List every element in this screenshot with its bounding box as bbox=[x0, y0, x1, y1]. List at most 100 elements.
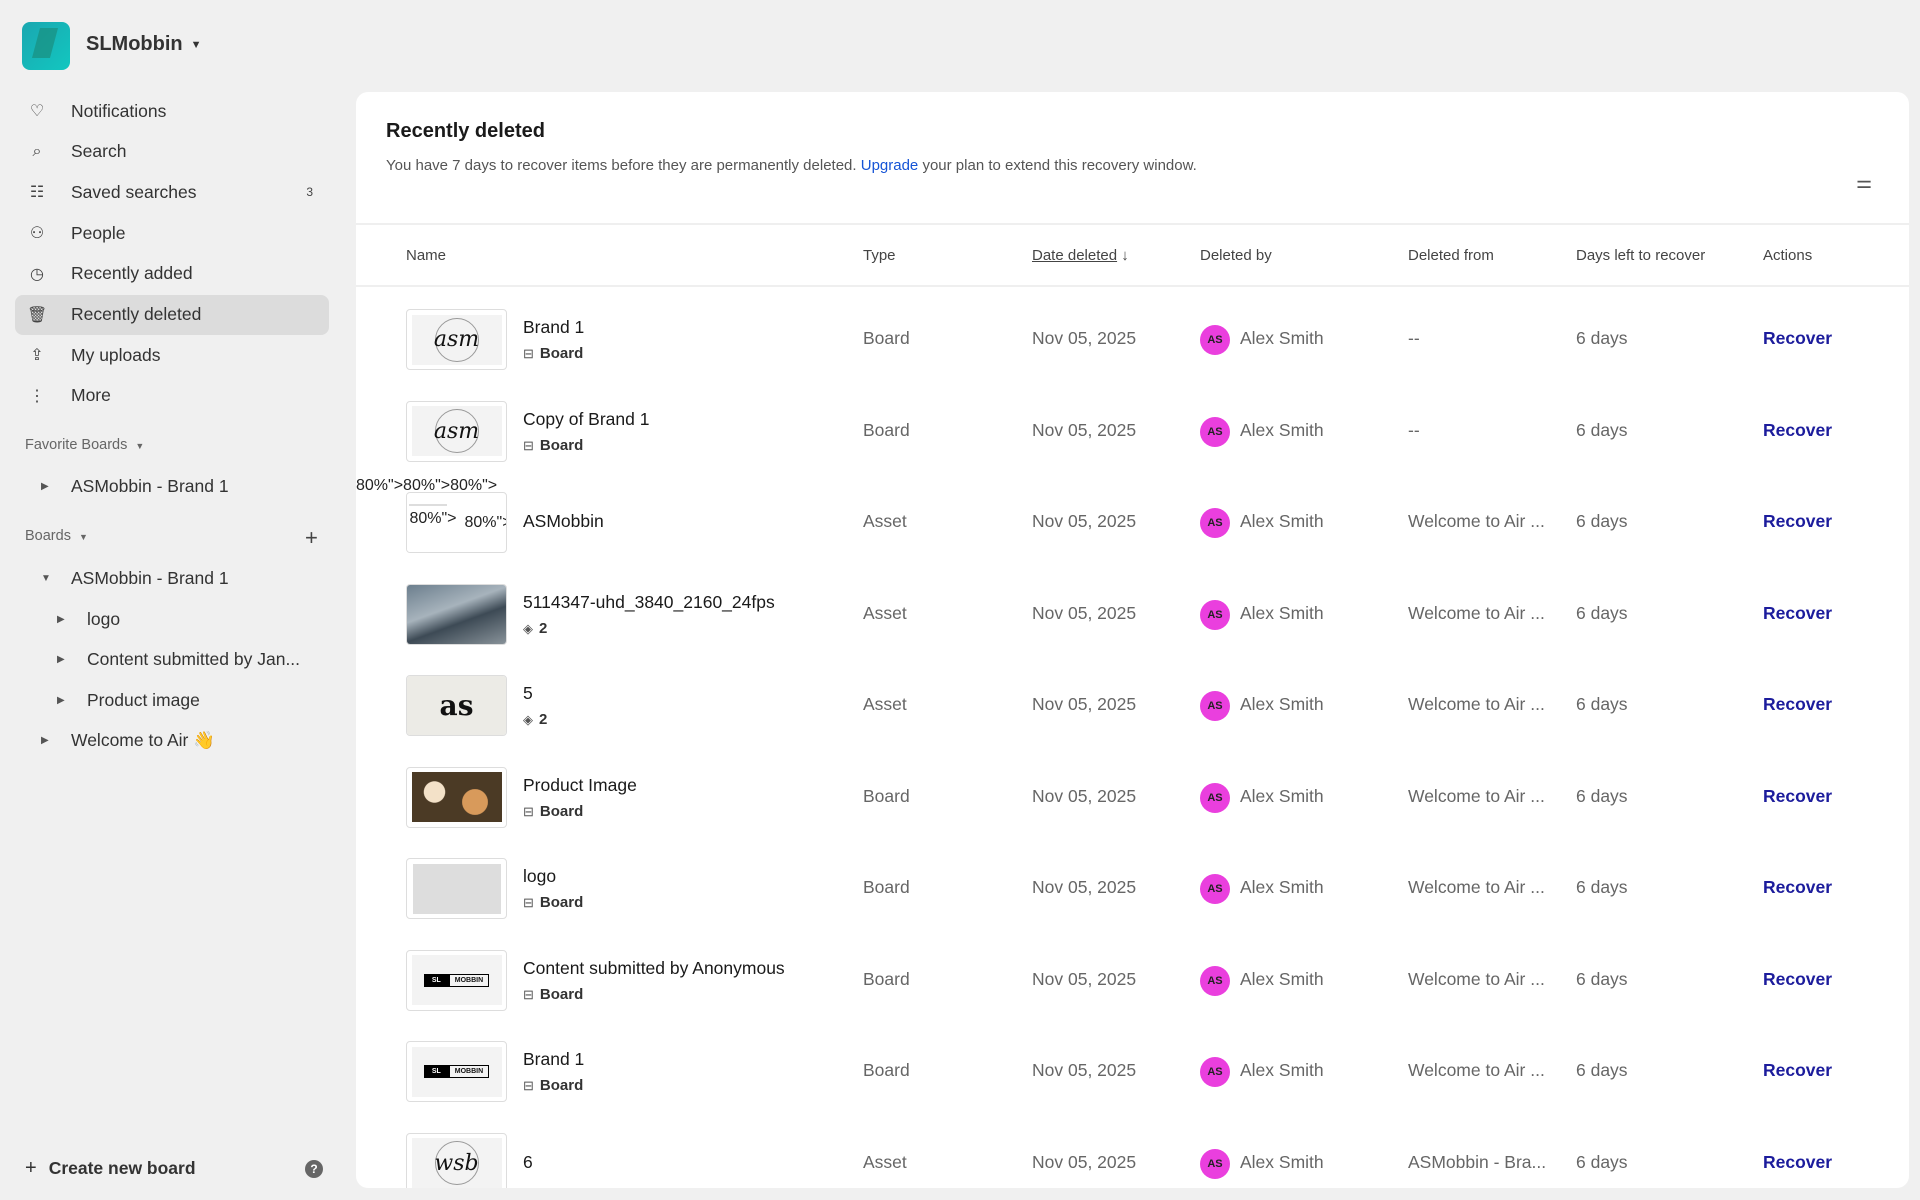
table-row[interactable]: SL MOBBIN Brand 1 ⊟ Board Board Nov 05, 20… bbox=[356, 1026, 1909, 1117]
bell-icon: ♡ bbox=[29, 103, 45, 120]
desc-text: You have 7 days to recover items before … bbox=[386, 157, 861, 174]
item-type: Asset bbox=[863, 694, 907, 714]
favorite-board-item[interactable]: ▶ ASMobbin - Brand 1 bbox=[41, 476, 229, 497]
sidebar-item-more[interactable]: ⋮ More bbox=[15, 376, 329, 416]
table-row[interactable]: 80%"> 80%"> 80%">80%">80%"> ASMobbin Asset… bbox=[356, 477, 1909, 568]
item-sub-label: Board bbox=[539, 436, 584, 454]
recover-button[interactable]: Recover bbox=[1763, 694, 1833, 714]
item-type: Asset bbox=[863, 511, 907, 531]
plus-icon: + bbox=[25, 1157, 37, 1179]
item-type: Asset bbox=[863, 1151, 907, 1172]
sidebar-item-saved-searches[interactable]: ☷ Saved searches 3 bbox=[15, 172, 329, 212]
item-name: 6 bbox=[523, 1151, 533, 1172]
column-header-date-deleted[interactable]: Date deleted ↓ bbox=[1032, 247, 1129, 264]
recover-button[interactable]: Recover bbox=[1763, 877, 1833, 897]
thumbnail: asm bbox=[406, 400, 507, 462]
page-title: Recently deleted bbox=[386, 120, 545, 142]
column-header-type: Type bbox=[863, 247, 896, 264]
recover-button[interactable]: Recover bbox=[1763, 511, 1833, 531]
sidebar-item-recently-added[interactable]: ◷ Recently added bbox=[15, 254, 329, 294]
add-board-icon[interactable]: + bbox=[305, 525, 318, 550]
deleted-from: Welcome to Air ... bbox=[1408, 877, 1545, 897]
item-name: Product Image bbox=[523, 774, 637, 795]
recover-button[interactable]: Recover bbox=[1763, 328, 1833, 348]
favorite-boards-header[interactable]: Favorite Boards ▼ bbox=[25, 437, 144, 453]
tree-label: Content submitted by Jan... bbox=[87, 649, 301, 669]
create-new-board-button[interactable]: + Create new board bbox=[25, 1157, 196, 1180]
upload-icon: ⇪ bbox=[30, 347, 44, 365]
item-sub-label: 2 bbox=[539, 619, 548, 637]
board-tree-item[interactable]: ▶ logo bbox=[57, 609, 120, 630]
deleted-from: ASMobbin - Bra... bbox=[1408, 1151, 1547, 1172]
days-left: 6 days bbox=[1576, 511, 1628, 531]
board-icon: ⊟ bbox=[523, 1078, 534, 1093]
workspace-switcher[interactable]: SLMobbin ▼ bbox=[86, 33, 202, 56]
caret-right-icon[interactable]: ▶ bbox=[57, 613, 65, 625]
table-row[interactable]: Product Image ⊟ Board Board Nov 05, 2025 … bbox=[356, 752, 1909, 843]
caret-right-icon[interactable]: ▶ bbox=[41, 735, 49, 746]
date-deleted: Nov 05, 2025 bbox=[1032, 785, 1137, 806]
table-row[interactable]: logo ⊟ Board Board Nov 05, 2025 AS Alex S… bbox=[356, 843, 1909, 934]
board-tree-item[interactable]: ▶ Content submitted by Jan... bbox=[57, 649, 300, 670]
item-name: 5114347-uhd_3840_2160_24fps bbox=[523, 591, 775, 612]
caret-right-icon[interactable]: ▶ bbox=[57, 694, 65, 706]
item-type: Board bbox=[863, 1060, 910, 1080]
caret-down-icon[interactable]: ▼ bbox=[41, 573, 51, 584]
days-left: 6 days bbox=[1576, 328, 1628, 348]
table-row[interactable]: wsb 6 Asset Nov 05, 2025 AS Alex Smith A… bbox=[356, 1118, 1909, 1188]
item-name: 5 bbox=[523, 683, 533, 703]
sidebar-item-recently-deleted[interactable]: 🗑 Recently deleted bbox=[15, 294, 329, 335]
item-name: Content submitted by Anonymous bbox=[523, 957, 785, 978]
table-row[interactable]: SL MOBBIN Content submitted by Anonymous … bbox=[356, 935, 1909, 1026]
avatar: AS bbox=[1200, 965, 1230, 996]
recover-button[interactable]: Recover bbox=[1763, 968, 1833, 989]
item-sub-label: Board bbox=[539, 985, 584, 1003]
table-row[interactable]: as 5 ◈ 2 Asset Nov 05, 2025 AS Alex Smith… bbox=[356, 660, 1909, 751]
help-icon[interactable]: ? bbox=[305, 1160, 323, 1178]
boards-header[interactable]: Boards ▼ bbox=[25, 528, 88, 544]
board-icon: ⊟ bbox=[523, 346, 534, 361]
upgrade-link[interactable]: Upgrade bbox=[860, 157, 919, 174]
table-row[interactable]: asm Copy of Brand 1 ⊟ Board Board Nov 05,… bbox=[356, 386, 1909, 477]
thumbnail: asm bbox=[406, 309, 507, 370]
sidebar-item-label: More bbox=[71, 385, 111, 406]
filter-settings-icon[interactable]: ⚌ bbox=[1856, 172, 1873, 192]
board-icon: ⊟ bbox=[523, 986, 534, 1002]
board-tree-item[interactable]: ▶ Product image bbox=[57, 690, 200, 711]
table-row[interactable]: asm Brand 1 ⊟ Board Board Nov 05, 2025 AS… bbox=[356, 294, 1909, 385]
avatar: AS bbox=[1200, 508, 1230, 538]
board-icon: ⊟ bbox=[523, 437, 534, 453]
tree-label: ASMobbin - Brand 1 bbox=[71, 568, 229, 588]
sidebar-item-people[interactable]: ⚇ People bbox=[15, 213, 329, 253]
item-sub-label: Board bbox=[539, 894, 584, 911]
board-tree-item[interactable]: ▼ ASMobbin - Brand 1 bbox=[41, 568, 229, 589]
divider bbox=[356, 223, 1909, 225]
date-deleted: Nov 05, 2025 bbox=[1032, 968, 1137, 989]
workspace-logo[interactable] bbox=[22, 22, 70, 70]
caret-right-icon[interactable]: ▶ bbox=[41, 481, 49, 492]
table-row[interactable]: 5114347-uhd_3840_2160_24fps ◈ 2 Asset Nov… bbox=[356, 569, 1909, 660]
main-panel: Recently deleted You have 7 days to reco… bbox=[356, 92, 1909, 1188]
item-sub-label: Board bbox=[539, 1077, 584, 1094]
item-sub-label: 2 bbox=[539, 711, 548, 728]
days-left: 6 days bbox=[1576, 419, 1628, 440]
sidebar-item-notifications[interactable]: ♡ Notifications bbox=[15, 91, 329, 131]
column-header-deleted-by: Deleted by bbox=[1200, 247, 1272, 264]
tree-label: Welcome to Air 👋 bbox=[71, 730, 216, 750]
recover-button[interactable]: Recover bbox=[1763, 785, 1833, 806]
days-left: 6 days bbox=[1576, 602, 1628, 623]
caret-right-icon[interactable]: ▶ bbox=[57, 654, 65, 665]
sidebar-item-search[interactable]: ⌕ Search bbox=[15, 132, 329, 172]
item-sub-label: Board bbox=[539, 345, 584, 362]
recover-button[interactable]: Recover bbox=[1763, 602, 1833, 623]
recover-button[interactable]: Recover bbox=[1763, 1151, 1833, 1172]
clock-icon: ◷ bbox=[30, 265, 44, 283]
days-left: 6 days bbox=[1576, 877, 1628, 897]
board-tree-item[interactable]: ▶ Welcome to Air 👋 bbox=[41, 730, 215, 751]
recover-button[interactable]: Recover bbox=[1763, 1060, 1833, 1080]
tree-label: Product image bbox=[87, 689, 200, 710]
column-header-actions: Actions bbox=[1763, 247, 1813, 264]
deleted-from: Welcome to Air ... bbox=[1408, 968, 1545, 989]
sidebar-item-my-uploads[interactable]: ⇪ My uploads bbox=[15, 335, 329, 375]
recover-button[interactable]: Recover bbox=[1763, 419, 1833, 440]
